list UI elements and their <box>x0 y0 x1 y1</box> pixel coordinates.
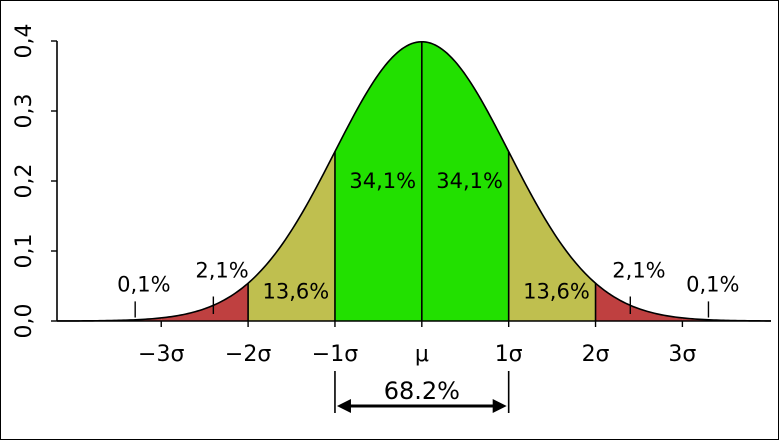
region-percent-label: 34,1% <box>349 169 416 193</box>
span-arrow-left-head <box>336 399 351 413</box>
region-percent-label: 13,6% <box>263 280 330 304</box>
x-tick-label: −1σ <box>312 342 358 367</box>
region-area-5 <box>595 283 683 321</box>
y-tick-label: 0,1 <box>12 234 37 269</box>
y-tick-label: 0,4 <box>12 24 37 59</box>
density-curve <box>56 40 772 322</box>
x-tick-label: 3σ <box>668 342 696 367</box>
region-percent-label: 13,6% <box>523 280 590 304</box>
x-tick-label: μ <box>415 342 429 367</box>
x-tick-label: −3σ <box>138 342 184 367</box>
x-tick-label: −2σ <box>225 342 271 367</box>
region-percent-label: 2,1% <box>195 259 248 283</box>
region-area-0 <box>161 283 249 321</box>
tail-percent-label: 0,1% <box>117 273 170 297</box>
region-percent-label: 34,1% <box>436 169 503 193</box>
y-tick-label: 0,0 <box>12 304 37 339</box>
y-tick-label: 0,3 <box>12 94 37 129</box>
y-tick-label: 0,2 <box>12 164 37 199</box>
tail-percent-label: 0,1% <box>686 273 739 297</box>
span-arrow-right-head <box>492 399 507 413</box>
region-percent-label: 2,1% <box>612 259 665 283</box>
x-tick-label: 2σ <box>582 342 610 367</box>
x-tick-label: 1σ <box>495 342 523 367</box>
span-percent-label: 68.2% <box>384 377 460 405</box>
